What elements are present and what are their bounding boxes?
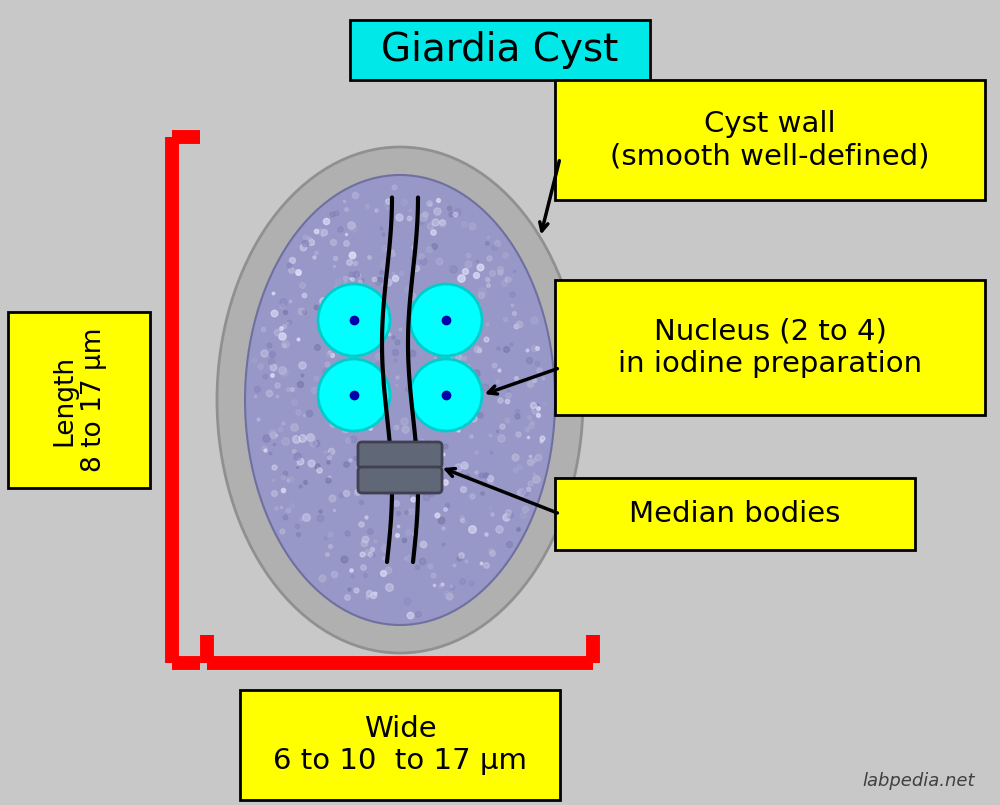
Text: Nucleus (2 to 4)
in iodine preparation: Nucleus (2 to 4) in iodine preparation xyxy=(618,317,922,378)
FancyBboxPatch shape xyxy=(240,690,560,800)
Ellipse shape xyxy=(410,359,482,431)
Text: Giardia Cyst: Giardia Cyst xyxy=(381,31,619,69)
FancyBboxPatch shape xyxy=(555,80,985,200)
Text: Median bodies: Median bodies xyxy=(629,500,841,528)
FancyBboxPatch shape xyxy=(555,280,985,415)
FancyBboxPatch shape xyxy=(358,467,442,493)
Ellipse shape xyxy=(217,147,583,653)
FancyBboxPatch shape xyxy=(8,312,150,488)
Text: Cyst wall
(smooth well-defined): Cyst wall (smooth well-defined) xyxy=(610,109,930,170)
FancyBboxPatch shape xyxy=(350,20,650,80)
Text: Wide
6 to 10  to 17 μm: Wide 6 to 10 to 17 μm xyxy=(273,715,527,775)
Text: labpedia.net: labpedia.net xyxy=(862,772,975,790)
Ellipse shape xyxy=(318,284,390,356)
Text: Length
8 to 17 μm: Length 8 to 17 μm xyxy=(51,328,107,473)
FancyBboxPatch shape xyxy=(555,478,915,550)
Ellipse shape xyxy=(245,175,555,625)
FancyBboxPatch shape xyxy=(358,442,442,468)
Ellipse shape xyxy=(410,284,482,356)
Ellipse shape xyxy=(318,359,390,431)
